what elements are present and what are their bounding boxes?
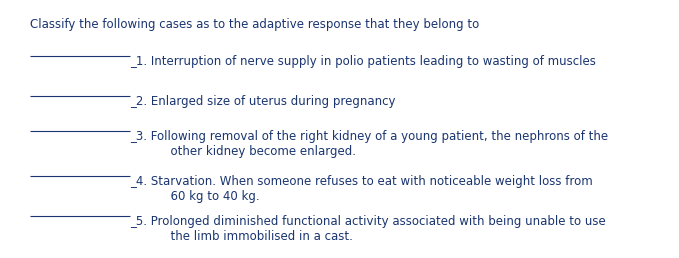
Text: _3. Following removal of the right kidney of a young patient, the nephrons of th: _3. Following removal of the right kidne… bbox=[130, 130, 608, 143]
Text: _1. Interruption of nerve supply in polio patients leading to wasting of muscles: _1. Interruption of nerve supply in poli… bbox=[130, 55, 596, 68]
Text: _5. Prolonged diminished functional activity associated with being unable to use: _5. Prolonged diminished functional acti… bbox=[130, 215, 606, 228]
Text: the limb immobilised in a cast.: the limb immobilised in a cast. bbox=[148, 230, 353, 243]
Text: Classify the following cases as to the adaptive response that they belong to: Classify the following cases as to the a… bbox=[30, 18, 479, 31]
Text: other kidney become enlarged.: other kidney become enlarged. bbox=[148, 145, 356, 158]
Text: _4. Starvation. When someone refuses to eat with noticeable weight loss from: _4. Starvation. When someone refuses to … bbox=[130, 175, 593, 188]
Text: _2. Enlarged size of uterus during pregnancy: _2. Enlarged size of uterus during pregn… bbox=[130, 95, 395, 108]
Text: 60 kg to 40 kg.: 60 kg to 40 kg. bbox=[148, 190, 259, 203]
